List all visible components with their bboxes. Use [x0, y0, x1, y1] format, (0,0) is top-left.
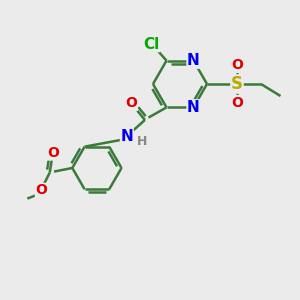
- Text: N: N: [121, 129, 133, 144]
- Text: S: S: [231, 75, 243, 93]
- Text: Cl: Cl: [143, 37, 160, 52]
- Text: O: O: [125, 97, 137, 110]
- Text: H: H: [137, 135, 148, 148]
- Text: O: O: [47, 146, 59, 160]
- Text: O: O: [231, 58, 243, 72]
- Text: N: N: [187, 53, 200, 68]
- Text: O: O: [35, 184, 47, 197]
- Text: O: O: [231, 96, 243, 110]
- Text: N: N: [187, 100, 200, 115]
